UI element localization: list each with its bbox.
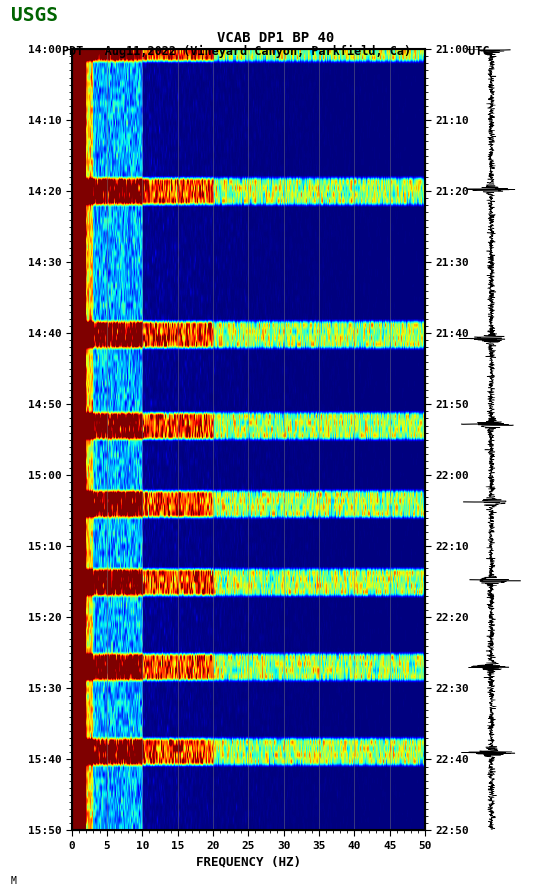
Text: USGS: USGS — [11, 6, 58, 25]
Text: VCAB DP1 BP 40: VCAB DP1 BP 40 — [217, 31, 335, 46]
Text: PDT   Aug11,2022 (Vineyard Canyon, Parkfield, Ca)        UTC: PDT Aug11,2022 (Vineyard Canyon, Parkfie… — [62, 45, 490, 58]
Text: M: M — [11, 876, 17, 886]
X-axis label: FREQUENCY (HZ): FREQUENCY (HZ) — [196, 855, 301, 868]
